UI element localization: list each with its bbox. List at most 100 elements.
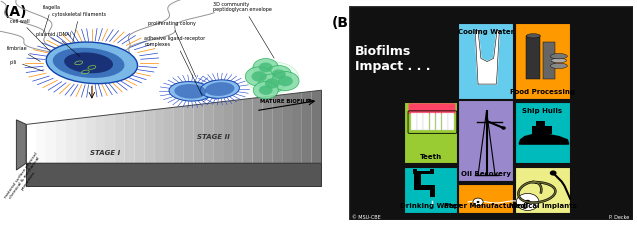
Bar [515,24,570,100]
Ellipse shape [200,81,240,99]
Text: Medical Implants: Medical Implants [508,202,576,208]
Polygon shape [46,121,56,163]
Polygon shape [75,118,85,163]
Text: plasmid (DNA): plasmid (DNA) [36,32,80,57]
Polygon shape [194,104,203,163]
Circle shape [476,201,480,203]
Circle shape [245,68,273,87]
Text: material surface physical
chemical & mechanical
properties: material surface physical chemical & mec… [3,151,46,203]
Ellipse shape [526,35,540,39]
Polygon shape [223,101,233,163]
Polygon shape [125,112,134,163]
Polygon shape [203,103,213,163]
Polygon shape [66,119,75,163]
Ellipse shape [47,43,138,84]
Polygon shape [475,31,499,85]
Circle shape [501,127,506,130]
Bar [526,37,540,79]
Polygon shape [213,102,223,163]
Text: (B): (B) [332,16,355,30]
Polygon shape [272,95,282,163]
Bar [458,101,513,181]
Polygon shape [95,116,105,163]
Ellipse shape [64,53,113,74]
Polygon shape [26,163,322,186]
Polygon shape [253,98,262,163]
Polygon shape [262,96,272,163]
Polygon shape [233,100,243,163]
Polygon shape [134,111,145,163]
Polygon shape [85,117,95,163]
Text: cell wall: cell wall [10,19,50,52]
Text: pili: pili [10,59,43,72]
Bar [430,185,435,197]
Bar [515,103,570,164]
Text: Food Processing: Food Processing [510,89,575,95]
Circle shape [259,63,273,73]
Text: cytoskeletal filaments: cytoskeletal filaments [52,12,106,43]
Polygon shape [311,91,322,163]
Bar [413,169,417,174]
FancyBboxPatch shape [408,104,455,115]
Circle shape [259,75,286,93]
Ellipse shape [53,49,124,79]
Ellipse shape [550,64,568,69]
Polygon shape [105,115,115,163]
Bar [458,24,513,100]
Text: (A): (A) [3,5,27,18]
Bar [414,172,421,190]
Text: STAGE II: STAGE II [197,133,230,139]
Text: STAGE I: STAGE I [90,149,120,155]
Bar [429,114,435,131]
Circle shape [259,86,273,96]
Circle shape [550,171,557,176]
Polygon shape [154,109,164,163]
Text: fimbriae: fimbriae [6,46,40,62]
Polygon shape [174,107,183,163]
Ellipse shape [246,62,299,94]
Ellipse shape [205,83,234,96]
Text: adhesive ligand-receptor
complexes: adhesive ligand-receptor complexes [145,36,206,96]
Ellipse shape [550,54,568,60]
Circle shape [266,66,291,84]
Bar [543,43,555,79]
Polygon shape [17,120,26,170]
Bar [404,103,457,164]
Polygon shape [519,135,569,144]
Circle shape [254,82,278,99]
Bar [404,167,457,213]
Circle shape [272,72,299,91]
Ellipse shape [175,85,206,99]
Ellipse shape [169,82,211,102]
Polygon shape [302,92,311,163]
Bar [414,185,433,190]
Bar [436,114,441,131]
Bar [515,167,570,213]
Circle shape [517,193,539,211]
Circle shape [272,70,286,80]
Text: Oil Recovery: Oil Recovery [461,170,511,176]
Text: © MSU-CBE: © MSU-CBE [352,214,381,219]
Text: Ship Hulls: Ship Hulls [522,108,562,114]
Polygon shape [145,110,154,163]
Bar [417,114,423,131]
Polygon shape [36,123,46,163]
Text: 3D community
peptidoglycan envelope: 3D community peptidoglycan envelope [213,2,274,59]
Text: Teeth: Teeth [420,153,441,159]
Text: Cooling Water: Cooling Water [458,29,514,35]
Circle shape [253,59,278,77]
Bar [424,114,429,131]
Text: flagella: flagella [43,5,61,34]
Polygon shape [243,99,253,163]
Text: Paper Manufacturing: Paper Manufacturing [444,202,527,208]
Circle shape [252,72,267,82]
Text: Biofilms
Impact . . .: Biofilms Impact . . . [355,45,430,73]
Circle shape [265,79,280,89]
Polygon shape [164,108,174,163]
Polygon shape [282,94,292,163]
Circle shape [278,76,293,87]
Polygon shape [292,93,302,163]
Polygon shape [115,114,125,163]
Bar [430,169,434,174]
Bar [458,184,513,213]
